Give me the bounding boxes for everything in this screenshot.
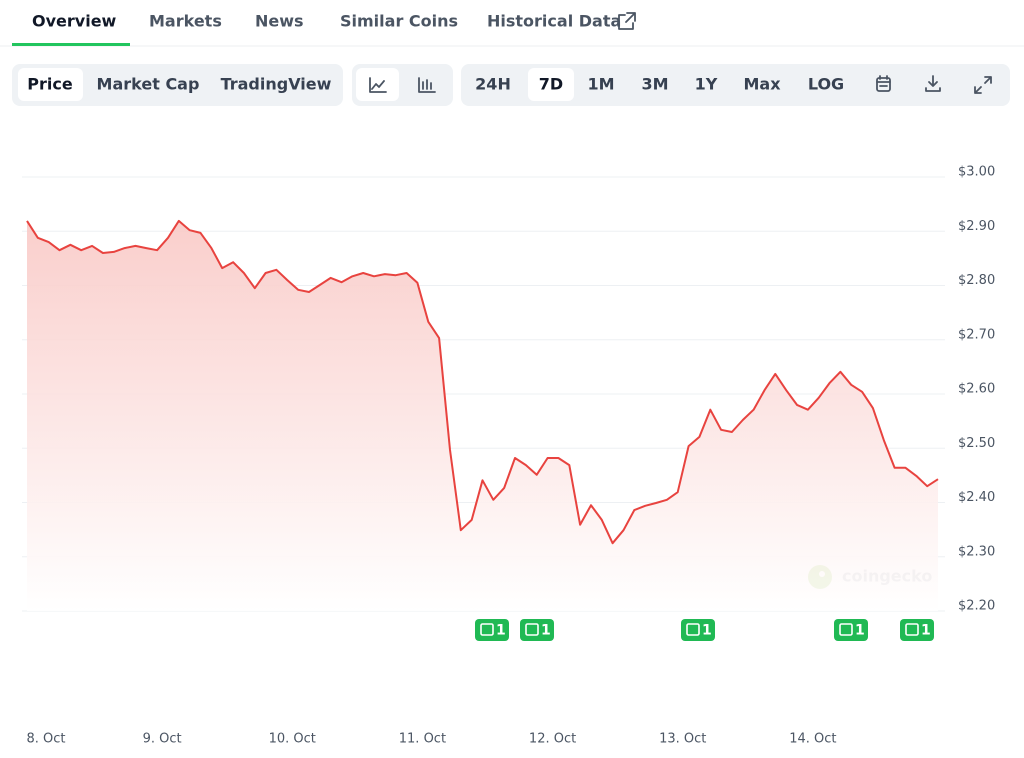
mode-button[interactable]: Price	[27, 75, 73, 94]
range-button[interactable]: 3M	[641, 75, 668, 94]
x-tick-label: 11. Oct	[399, 732, 446, 747]
y-tick-label: $3.00	[958, 165, 995, 180]
y-tick-label: $2.20	[958, 599, 995, 614]
x-tick-label: 13. Oct	[659, 732, 706, 747]
line-chart-icon[interactable]	[369, 77, 387, 93]
tab[interactable]: News	[255, 12, 304, 31]
expand-icon[interactable]	[974, 76, 992, 94]
external-link-icon	[618, 12, 636, 30]
news-badge[interactable]: 1	[520, 619, 554, 641]
calendar-icon[interactable]	[876, 75, 891, 92]
news-badge[interactable]: 1	[475, 619, 509, 641]
range-button[interactable]: LOG	[808, 75, 844, 94]
range-button[interactable]: 7D	[539, 75, 563, 94]
y-tick-label: $2.40	[958, 490, 995, 505]
candle-icon[interactable]	[418, 77, 436, 93]
range-button[interactable]: 24H	[475, 75, 511, 94]
download-icon[interactable]	[925, 75, 941, 92]
badge-icon	[525, 623, 539, 636]
y-tick-label: $2.90	[958, 219, 995, 234]
range-active	[528, 68, 574, 101]
tab[interactable]: Markets	[149, 12, 222, 31]
x-tick-label: 12. Oct	[529, 732, 576, 747]
range-button[interactable]: 1M	[587, 75, 614, 94]
news-badge[interactable]: 1	[900, 619, 934, 641]
mode-button[interactable]: TradingView	[221, 75, 332, 94]
tab[interactable]: Historical Data	[487, 12, 621, 31]
badge-count: 1	[855, 623, 865, 639]
range-button[interactable]: Max	[743, 75, 781, 94]
tab[interactable]: Similar Coins	[340, 12, 458, 31]
price-line	[26, 219, 939, 545]
y-tick-label: $2.60	[958, 382, 995, 397]
range-group	[461, 64, 1010, 106]
x-tick-label: 9. Oct	[143, 732, 182, 747]
badge-icon	[839, 623, 853, 636]
mode-button[interactable]: Market Cap	[97, 75, 200, 94]
badge-icon	[480, 623, 494, 636]
badge-count: 1	[541, 623, 551, 639]
tab[interactable]: Overview	[32, 12, 117, 31]
x-tick-label: 8. Oct	[26, 732, 65, 747]
badge-icon	[905, 623, 919, 636]
mode-active	[18, 68, 83, 101]
news-badge[interactable]: 1	[834, 619, 868, 641]
badge-count: 1	[921, 623, 931, 639]
x-tick-label: 10. Oct	[269, 732, 316, 747]
badge-count: 1	[496, 623, 506, 639]
y-tick-label: $2.50	[958, 436, 995, 451]
badge-icon	[686, 623, 700, 636]
mode-group	[12, 64, 343, 106]
tab-underline	[12, 43, 130, 46]
y-tick-label: $2.80	[958, 273, 995, 288]
x-tick-label: 14. Oct	[789, 732, 836, 747]
badge-count: 1	[702, 623, 712, 639]
y-tick-label: $2.70	[958, 327, 995, 342]
y-tick-label: $2.30	[958, 544, 995, 559]
price-area	[27, 220, 938, 611]
news-badge[interactable]: 1	[681, 619, 715, 641]
range-button[interactable]: 1Y	[695, 75, 718, 94]
chart: $2.20 $2.30 $2.40 $2.50 $2.60 $2.70 $2.80 $2.90…	[22, 165, 995, 747]
